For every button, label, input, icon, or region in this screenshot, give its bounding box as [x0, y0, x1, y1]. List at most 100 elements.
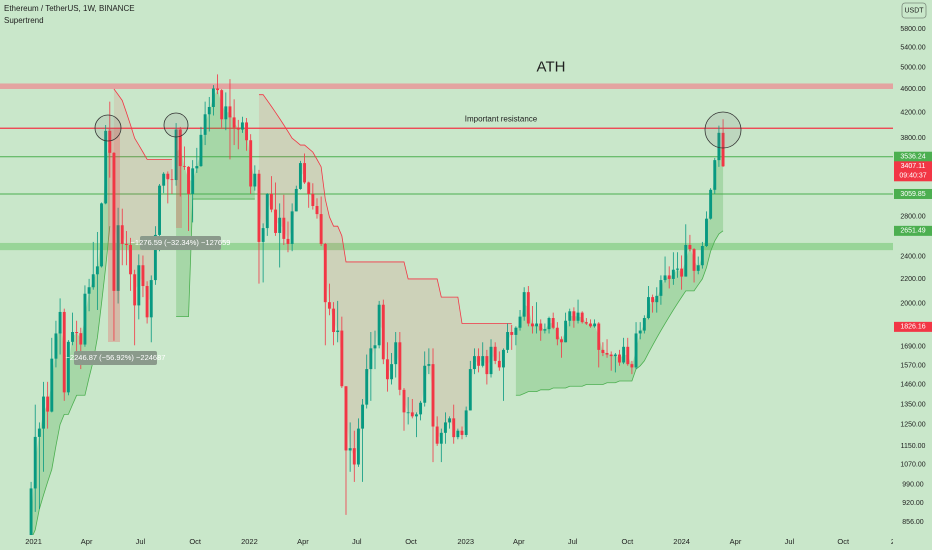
y-tick-label: 920.00	[902, 500, 924, 507]
candle-body	[79, 333, 83, 345]
candle-body	[240, 122, 244, 130]
candle-body	[158, 185, 161, 235]
candle-body	[236, 127, 240, 130]
candle-body	[589, 323, 592, 327]
annotations: −2246.87 (−56.92%) −224687 −1276.59 (−32…	[66, 58, 742, 365]
candle-body	[580, 312, 584, 323]
candle-body	[315, 206, 319, 215]
x-tick-label: 2022	[241, 537, 258, 546]
candle-body	[605, 352, 609, 355]
candle-body	[298, 163, 302, 189]
y-tick-label: 2800.00	[900, 214, 925, 221]
candle-body	[303, 163, 307, 183]
candle-body	[613, 354, 617, 357]
candle-body	[452, 418, 456, 438]
candle-body	[593, 323, 597, 327]
candle-body	[514, 327, 518, 335]
candle-body	[692, 249, 696, 271]
candle-body	[671, 269, 675, 279]
supertrend-fill	[258, 94, 512, 457]
candle-body	[261, 228, 265, 242]
y-tick-label: 5400.00	[900, 45, 925, 52]
candle-body	[83, 293, 87, 345]
supertrend-fill	[176, 89, 255, 317]
candle-body	[124, 243, 128, 245]
y-tick-label: 4600.00	[900, 86, 925, 93]
candle-body	[700, 246, 704, 266]
candle-body	[423, 365, 427, 403]
candle-body	[95, 266, 99, 275]
candle-body	[572, 311, 576, 321]
currency[interactable]: USDT	[904, 7, 924, 14]
candle-body	[398, 342, 402, 390]
candle-body	[265, 193, 269, 229]
candle-body	[634, 333, 638, 368]
candle-body	[42, 396, 45, 429]
candle-body	[29, 488, 33, 535]
candle-body	[448, 418, 452, 423]
candle-body	[435, 426, 439, 444]
candle-body	[149, 280, 153, 318]
y-tick-label: 5800.00	[900, 26, 925, 33]
candle-body	[402, 389, 406, 413]
candle-body	[75, 332, 79, 334]
candle-body	[153, 234, 157, 281]
candle-body	[381, 304, 385, 360]
supertrend-line	[113, 88, 172, 160]
x-tick-label: Jul	[785, 537, 795, 546]
candle-body	[327, 302, 331, 309]
candle-body	[543, 329, 547, 331]
candle-body	[257, 173, 261, 242]
price-badge-label: 3407.11	[901, 163, 926, 170]
x-tick-label: Jul	[136, 537, 146, 546]
price-badge	[894, 151, 932, 162]
x-tick-label: Jul	[568, 537, 578, 546]
candle-body	[108, 130, 112, 153]
candle-body	[323, 243, 327, 303]
candle-body	[688, 244, 692, 250]
candle-body	[356, 428, 360, 465]
candle-body	[62, 311, 66, 393]
candle-body	[373, 345, 377, 349]
y-tick-label: 4200.00	[900, 109, 925, 116]
candle-body	[489, 346, 493, 375]
supertrend-line	[32, 226, 111, 535]
currency-button[interactable]	[901, 2, 927, 19]
candle-body	[638, 330, 642, 334]
y-tick-label: 3800.00	[900, 135, 925, 142]
x-tick-label: 2021	[25, 537, 42, 546]
y-tick-label: 1570.00	[900, 363, 925, 370]
candle-body	[456, 430, 460, 438]
candle-body	[162, 173, 166, 186]
candle-body	[651, 297, 655, 303]
candle-body	[232, 117, 236, 128]
y-tick-label: 990.00	[902, 481, 924, 488]
candle-body	[344, 386, 348, 451]
candle-body	[282, 217, 286, 239]
candle-body	[137, 265, 141, 306]
axis-panel	[893, 0, 932, 550]
candle-body	[348, 448, 352, 451]
candle-body	[336, 330, 340, 333]
candle-body	[419, 402, 423, 415]
candle-body	[116, 225, 120, 291]
candle-body	[211, 88, 215, 107]
candle-body	[526, 292, 530, 324]
supertrend-fill	[113, 89, 172, 302]
price-timer: 09:40:37	[899, 173, 926, 180]
candle-body	[584, 322, 588, 324]
candle-body	[394, 342, 398, 365]
x-tick-label: Oct	[837, 537, 850, 546]
candle-body	[58, 311, 62, 334]
candle-body	[66, 341, 70, 393]
highlight-circle	[704, 111, 742, 149]
x-tick-label: Apr	[81, 537, 93, 546]
candle-body	[531, 323, 534, 327]
candle-body	[427, 364, 431, 366]
candle-body	[278, 217, 282, 233]
x-tick-label: Apr	[513, 537, 525, 546]
candle-body	[551, 318, 555, 328]
candle-body	[195, 166, 199, 169]
candle-body	[286, 238, 290, 244]
price-badge	[894, 161, 932, 182]
